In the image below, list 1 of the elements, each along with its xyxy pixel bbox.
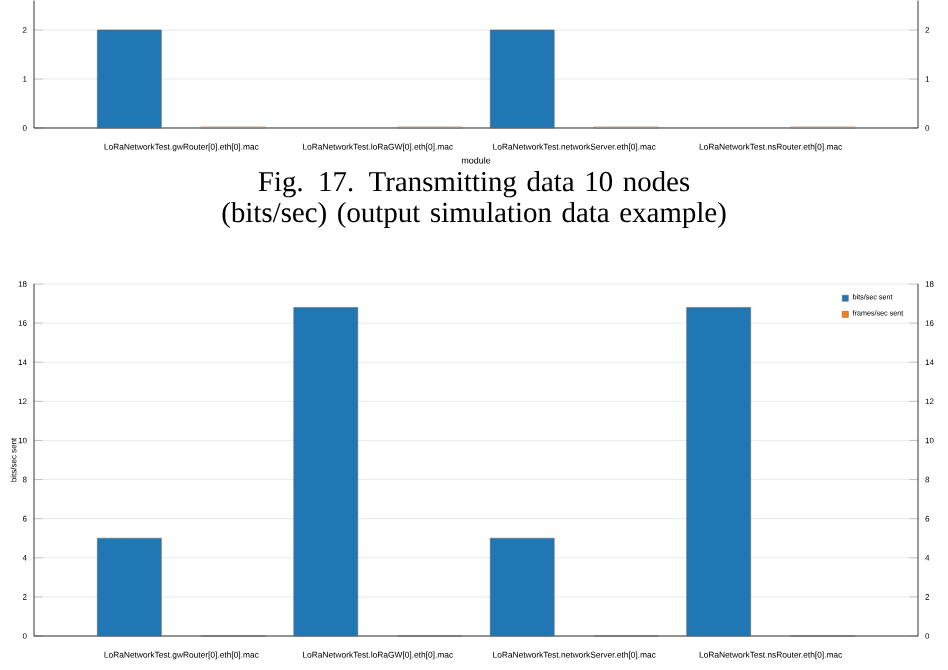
caption: Fig. 17. Transmitting data 10 nodes (bits/sec) (output simulation data example) xyxy=(222,171,726,229)
